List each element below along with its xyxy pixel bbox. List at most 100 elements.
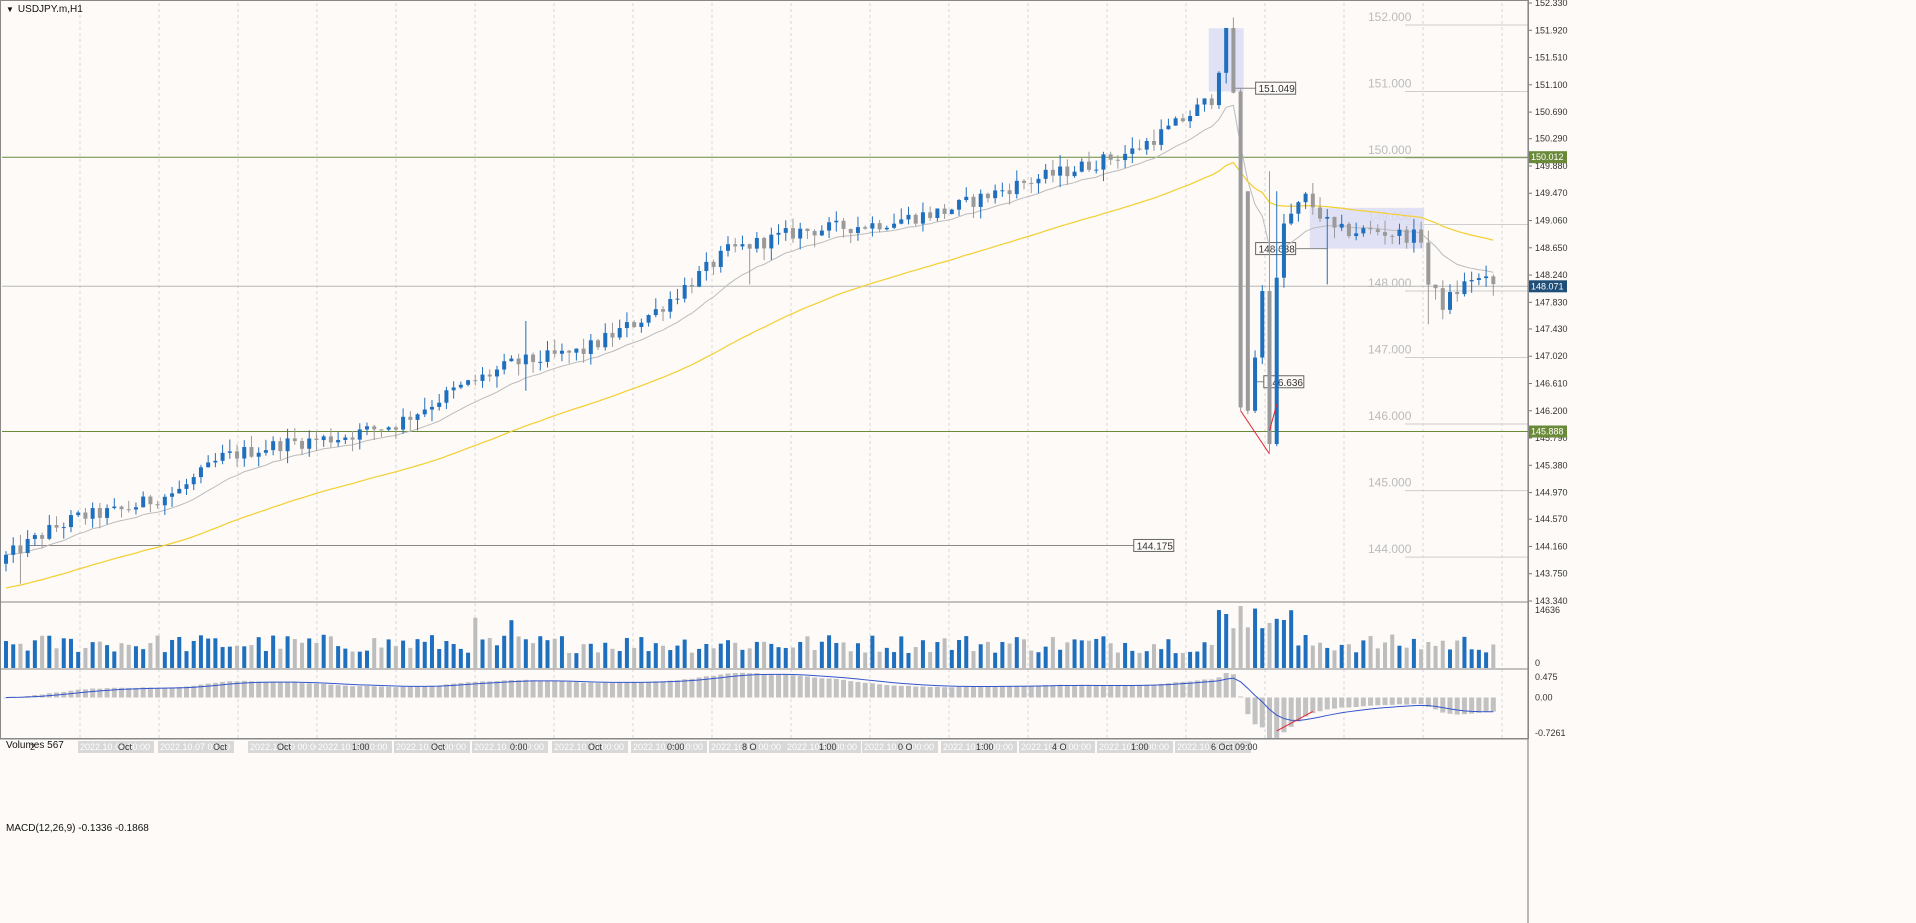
candle-body xyxy=(1166,125,1171,130)
macd-histogram-bar xyxy=(313,683,319,698)
macd-histogram-bar xyxy=(494,681,500,698)
price-marker-label: 145.888 xyxy=(1531,427,1564,437)
macd-histogram-bar xyxy=(588,682,594,698)
macd-histogram-bar xyxy=(624,682,630,698)
macd-histogram-bar xyxy=(638,682,644,698)
candle-body xyxy=(437,402,442,407)
macd-histogram-bar xyxy=(1382,697,1388,706)
macd-histogram-bar xyxy=(1317,697,1323,712)
volume-bar xyxy=(993,652,998,668)
macd-histogram-bar xyxy=(321,683,327,698)
macd-histogram-bar xyxy=(1303,697,1309,717)
macd-trend-arrow xyxy=(1276,711,1314,732)
candle-body xyxy=(155,504,160,506)
candle-body xyxy=(386,427,391,430)
price-tick-label: 149.470 xyxy=(1535,188,1568,198)
volume-bar xyxy=(314,642,319,668)
candle-body xyxy=(1462,281,1467,295)
volume-bar xyxy=(1375,648,1380,668)
macd-histogram-bar xyxy=(458,682,464,698)
candle-body xyxy=(1245,191,1250,411)
candle-body xyxy=(1318,207,1323,219)
macd-histogram-bar xyxy=(537,680,543,698)
volume-bar xyxy=(920,640,925,668)
collapse-caret-icon[interactable]: ▼ xyxy=(6,5,14,14)
macd-histogram-bar xyxy=(682,679,688,698)
volume-bar xyxy=(1115,652,1120,668)
macd-histogram-bar xyxy=(1007,686,1013,698)
candle-body xyxy=(1144,141,1149,150)
candle-body xyxy=(516,358,521,365)
volume-bar xyxy=(798,641,803,668)
candle-body xyxy=(494,369,499,377)
volume-bar xyxy=(300,642,305,668)
macd-histogram-bar xyxy=(1447,697,1453,714)
volume-bar xyxy=(1101,636,1106,668)
macd-histogram-bar xyxy=(90,688,96,698)
volume-bar xyxy=(1440,640,1445,668)
macd-histogram-bar xyxy=(711,675,717,698)
macd-histogram-bar xyxy=(162,687,168,698)
macd-histogram-bar xyxy=(783,674,789,698)
volume-bar xyxy=(1216,610,1221,668)
macd-histogram-bar xyxy=(1072,685,1078,698)
candle-body xyxy=(855,227,860,233)
macd-histogram-bar xyxy=(1129,685,1135,698)
volume-bar xyxy=(177,636,182,668)
candle-body xyxy=(1072,171,1077,177)
volume-bar xyxy=(769,643,774,668)
volume-bar xyxy=(733,642,738,668)
volume-bar xyxy=(1462,636,1467,668)
macd-histogram-bar xyxy=(732,673,738,698)
volume-bar xyxy=(1469,649,1474,668)
macd-histogram-bar xyxy=(891,685,897,698)
macd-histogram-bar xyxy=(1050,685,1056,698)
candle-body xyxy=(112,506,117,509)
candle-body xyxy=(191,477,196,485)
volume-bar xyxy=(1390,634,1395,668)
volume-bar xyxy=(841,642,846,668)
candle-body xyxy=(747,244,752,249)
macd-histogram-bar xyxy=(617,682,623,698)
macd-histogram-bar xyxy=(1324,697,1330,710)
volume-bar xyxy=(1137,652,1142,668)
candle-body xyxy=(141,496,146,508)
volume-bar xyxy=(1383,642,1388,668)
candle-body xyxy=(1115,159,1120,161)
candle-body xyxy=(1253,357,1258,411)
macd-histogram-bar xyxy=(877,684,883,698)
time-axis-label: 1:00 xyxy=(976,742,994,752)
volume-bar xyxy=(170,639,175,668)
macd-histogram-bar xyxy=(898,685,904,698)
candle-body xyxy=(812,231,817,236)
candle-body xyxy=(1079,161,1084,172)
macd-histogram-bar xyxy=(913,686,919,698)
candle-body xyxy=(1426,242,1431,285)
volume-bar xyxy=(559,636,564,668)
macd-histogram-bar xyxy=(1433,697,1439,710)
candle-body xyxy=(422,409,427,415)
time-axis-label: Oct xyxy=(431,742,446,752)
candle-body xyxy=(177,488,182,494)
price-tick-label: 145.380 xyxy=(1535,460,1568,470)
macd-histogram-bar xyxy=(169,687,175,698)
macd-histogram-bar xyxy=(342,685,348,698)
volume-bar xyxy=(1029,650,1034,668)
candle-body xyxy=(964,196,969,201)
volume-bar xyxy=(1050,637,1055,668)
volume-bar xyxy=(855,643,860,668)
time-axis-label: 4 O xyxy=(1052,742,1067,752)
candle-body xyxy=(1339,223,1344,228)
candle-body xyxy=(278,441,283,452)
macd-histogram-bar xyxy=(1035,685,1041,698)
volume-bar xyxy=(957,640,962,668)
time-axis-label: 2022.10.24 00:00 xyxy=(1021,742,1091,752)
candle-body xyxy=(1440,288,1445,310)
macd-histogram-bar xyxy=(949,687,955,698)
macd-histogram-bar xyxy=(1021,685,1027,698)
time-axis-label: 2022.10.10 00:00 xyxy=(250,742,320,752)
volume-bar xyxy=(1274,618,1279,668)
time-axis-label: 6 Oct 09:00 xyxy=(1211,742,1258,752)
candle-body xyxy=(307,438,312,449)
